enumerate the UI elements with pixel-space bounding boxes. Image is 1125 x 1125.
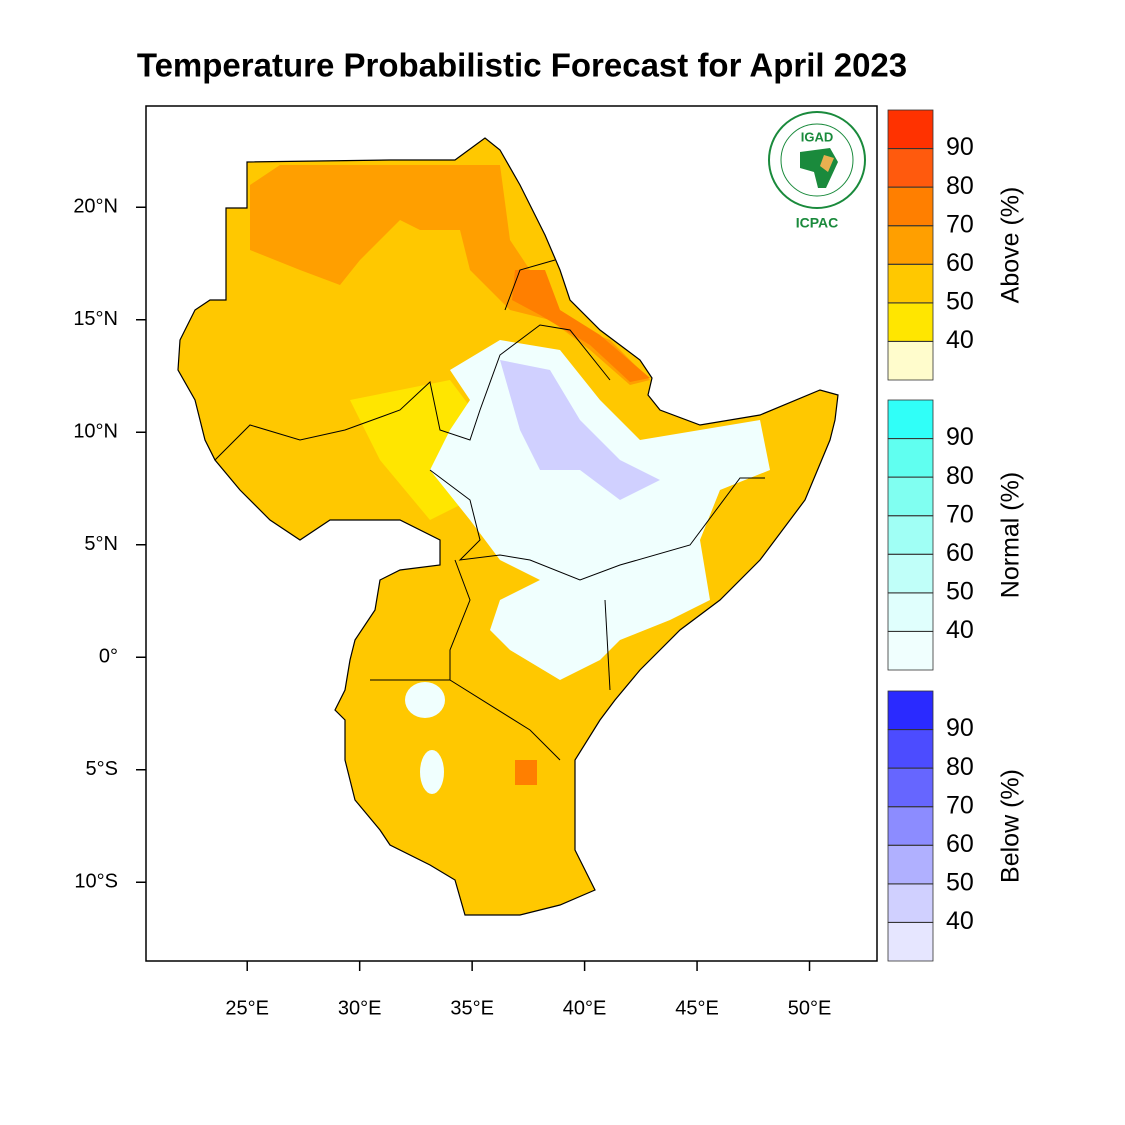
region [420, 750, 444, 794]
colorbar-tick-label: 90 [946, 714, 974, 742]
colorbar-segment [887, 263, 934, 304]
y-tick-label: 5°N [84, 533, 118, 555]
colorbar-segment [887, 553, 934, 594]
x-tick-label: 30°E [338, 997, 382, 1019]
colorbars: 40 50 60 70 80 90 Above (%) 40 50 60 70 80 90 Normal … [887, 109, 1025, 962]
logo-ring [780, 123, 854, 197]
colorbar-tick-label: 80 [946, 753, 974, 781]
colorbar-segment [887, 225, 934, 265]
x-tick-label: 45°E [675, 997, 719, 1019]
colorbar-segment [887, 690, 934, 730]
region [515, 760, 537, 785]
axes: 25°E 30°E 35°E 40°E 45°E 50°E 20°N 15°N 10°N 5°N 0… [73, 196, 831, 1020]
colorbar-segment [887, 186, 934, 227]
colorbar-tick-label: 60 [946, 830, 974, 858]
colorbar-tick-label: 70 [946, 500, 974, 528]
colorbar-tick-label: 80 [946, 172, 974, 200]
region [430, 340, 770, 680]
y-tick-label: 10°S [74, 871, 118, 893]
borders [214, 259, 765, 761]
border [604, 599, 611, 691]
colorbar-segment [887, 438, 934, 478]
colorbar-segment [887, 592, 934, 632]
border [449, 559, 561, 761]
y-tick-label: 5°S [86, 758, 118, 780]
colorbar-label: Below (%) [997, 769, 1025, 883]
colorbar-tick-label: 50 [946, 868, 974, 896]
colorbar-segment [887, 922, 934, 962]
colorbar-segment [887, 883, 934, 923]
colorbar-segment [887, 806, 934, 846]
colorbar-segment [887, 729, 934, 769]
colorbar-segment [887, 302, 934, 342]
colorbar-tick-label: 40 [946, 616, 974, 644]
logo-text: IGAD [801, 129, 834, 144]
colorbar-segment [887, 844, 934, 885]
colorbar-label: Above (%) [997, 187, 1025, 304]
border [214, 324, 611, 461]
colorbar-tick-label: 90 [946, 423, 974, 451]
colorbar-tick-label: 50 [946, 577, 974, 605]
colorbar-tick-label: 60 [946, 539, 974, 567]
colorbar-tick-label: 40 [946, 907, 974, 935]
x-tick-label: 40°E [563, 997, 607, 1019]
colorbar-segment [887, 631, 934, 671]
region [500, 360, 660, 500]
logo: IGAD ICPAC [768, 111, 866, 231]
title: Temperature Probabilistic Forecast for A… [137, 47, 907, 84]
colorbar-segment [887, 767, 934, 808]
colorbar-tick-label: 90 [946, 133, 974, 161]
logo-text: ICPAC [796, 215, 839, 231]
region [512, 270, 650, 382]
colorbar-tick-label: 40 [946, 326, 974, 354]
y-tick-label: 20°N [73, 196, 118, 218]
border [429, 469, 765, 581]
logo-region [820, 155, 834, 172]
region [250, 165, 650, 385]
region [405, 682, 445, 718]
colorbar-tick-label: 50 [946, 287, 974, 315]
colorbar-segment [887, 109, 934, 149]
y-tick-label: 0° [99, 646, 118, 668]
colorbar-segment [887, 148, 934, 188]
x-tick-label: 25°E [225, 997, 269, 1019]
y-tick-label: 15°N [73, 308, 118, 330]
colorbar-segment [887, 476, 934, 517]
x-tick-label: 35°E [450, 997, 494, 1019]
colorbar-segment [887, 341, 934, 381]
colorbar-segment [887, 399, 934, 439]
coastline [177, 137, 839, 916]
colorbar-tick-label: 70 [946, 210, 974, 238]
colorbar-segment [887, 515, 934, 555]
colorbar-tick-label: 70 [946, 791, 974, 819]
colorbar-tick-label: 80 [946, 462, 974, 490]
colorbar-tick-label: 60 [946, 249, 974, 277]
y-tick-label: 10°N [73, 421, 118, 443]
x-tick-label: 50°E [788, 997, 832, 1019]
border [504, 259, 556, 311]
colorbar-label: Normal (%) [997, 472, 1025, 598]
